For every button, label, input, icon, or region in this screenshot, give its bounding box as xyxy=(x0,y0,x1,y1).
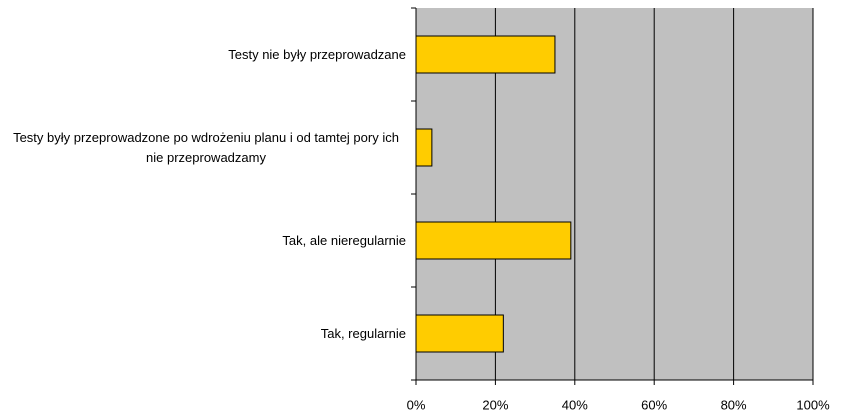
bar xyxy=(415,221,572,260)
x-tick-label: 80% xyxy=(721,397,747,412)
y-tick-label: Testy nie były przeprowadzane xyxy=(228,46,406,62)
bar xyxy=(415,128,433,167)
x-tick-label: 60% xyxy=(641,397,667,412)
category-label-box: Testy były przeprowadzone po wdrożeniu p… xyxy=(0,101,406,194)
category-label-box: Tak, ale nieregularnie xyxy=(0,194,406,287)
bar xyxy=(415,35,556,74)
y-tick-label: Testy były przeprowadzone po wdrożeniu p… xyxy=(13,129,399,165)
category-label-box: Tak, regularnie xyxy=(0,287,406,380)
category-label-box: Testy nie były przeprowadzane xyxy=(0,8,406,101)
x-tick-label: 0% xyxy=(407,397,426,412)
bar xyxy=(415,314,504,353)
x-tick-label: 40% xyxy=(562,397,588,412)
x-tick-label: 100% xyxy=(796,397,830,412)
x-tick-label: 20% xyxy=(482,397,508,412)
y-tick-label: Tak, ale nieregularnie xyxy=(282,232,406,248)
y-tick-label: Tak, regularnie xyxy=(320,325,406,341)
